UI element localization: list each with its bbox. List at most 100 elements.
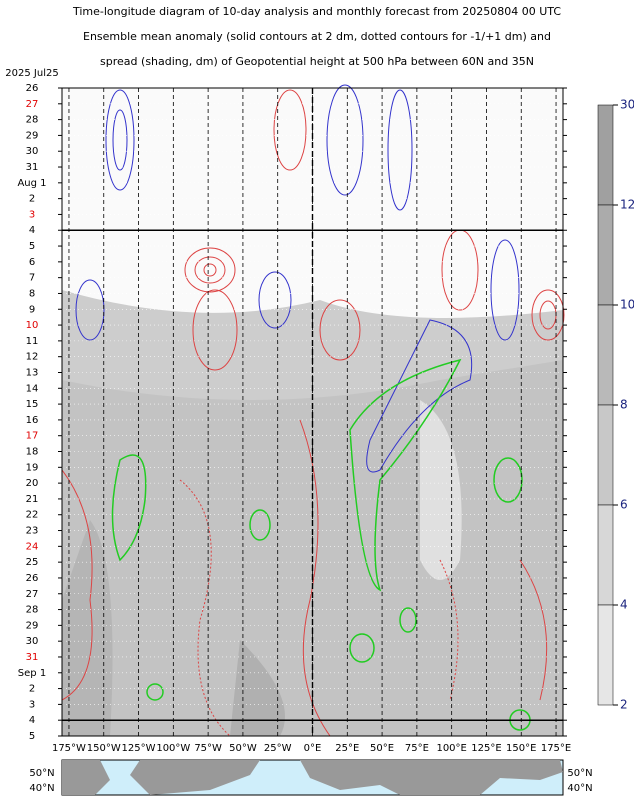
contour bbox=[531, 289, 565, 341]
date-label: 30 bbox=[26, 146, 39, 157]
date-label: 27 bbox=[26, 589, 39, 600]
contour bbox=[203, 263, 217, 277]
date-label: 11 bbox=[26, 336, 39, 347]
date-label: 15 bbox=[26, 399, 39, 410]
contour bbox=[319, 299, 361, 361]
colorbar-segment bbox=[597, 504, 614, 606]
plot-frame bbox=[61, 87, 564, 737]
contour bbox=[519, 559, 548, 701]
colorbar-segment bbox=[597, 404, 614, 506]
x-tick-label: 150°W bbox=[87, 743, 121, 754]
colorbar-segment bbox=[597, 604, 614, 706]
date-label: 27 bbox=[26, 99, 39, 110]
shade bbox=[420, 400, 462, 580]
contour bbox=[399, 607, 417, 633]
x-tick-label: 50°W bbox=[229, 743, 257, 754]
x-tick-label: 150°E bbox=[506, 743, 536, 754]
colorbar-label: 6 bbox=[620, 498, 628, 512]
date-label: 3 bbox=[29, 699, 35, 710]
contour bbox=[490, 239, 520, 341]
x-tick-label: 100°E bbox=[436, 743, 466, 754]
date-label: 18 bbox=[26, 447, 39, 458]
contour bbox=[493, 457, 523, 503]
date-label: 29 bbox=[26, 130, 39, 141]
colorbar-segment bbox=[597, 104, 614, 206]
date-label: 30 bbox=[26, 636, 39, 647]
colorbar-label: 10 bbox=[620, 298, 634, 312]
x-tick-label: 100°W bbox=[156, 743, 190, 754]
contours bbox=[61, 84, 565, 737]
date-label: 23 bbox=[26, 526, 39, 537]
x-tick-label: 25°E bbox=[335, 743, 359, 754]
colorbar-label: 4 bbox=[620, 598, 628, 612]
map bbox=[61, 759, 564, 796]
date-label: 10 bbox=[26, 320, 39, 331]
date-label: 26 bbox=[26, 83, 39, 94]
x-tick-label: 25°W bbox=[264, 743, 292, 754]
contour bbox=[111, 454, 147, 562]
date-label: Sep 1 bbox=[18, 668, 46, 679]
contour bbox=[273, 89, 307, 171]
date-label: 2 bbox=[29, 684, 35, 695]
x-tick-label: 125°W bbox=[122, 743, 156, 754]
contour bbox=[439, 559, 459, 701]
date-label: 5 bbox=[29, 731, 35, 742]
date-label: Aug 1 bbox=[17, 178, 46, 189]
x-tick-label: 175°W bbox=[52, 743, 86, 754]
contour bbox=[105, 89, 135, 191]
map-label: 50°N bbox=[29, 768, 54, 779]
colorbar-label: 12 bbox=[620, 198, 634, 212]
contour bbox=[112, 109, 128, 171]
contour bbox=[249, 509, 271, 541]
map-label: 40°N bbox=[29, 783, 54, 794]
date-label: 16 bbox=[26, 415, 39, 426]
date-label: 3 bbox=[29, 209, 35, 220]
title-line: Time-longitude diagram of 10-day analysi… bbox=[72, 5, 561, 18]
title-line: Ensemble mean anomaly (solid contours at… bbox=[83, 30, 551, 43]
date-label: 25 bbox=[26, 557, 39, 568]
map-land bbox=[62, 760, 563, 795]
contour bbox=[184, 247, 236, 293]
colorbar-label: 8 bbox=[620, 398, 628, 412]
date-label: 9 bbox=[29, 304, 35, 315]
date-label: 28 bbox=[26, 115, 39, 126]
date-label: 7 bbox=[29, 273, 35, 284]
contour bbox=[179, 479, 231, 737]
date-label: 22 bbox=[26, 510, 39, 521]
title-line: spread (shading, dm) of Geopotential hei… bbox=[100, 55, 534, 68]
shade bbox=[62, 520, 113, 736]
contour bbox=[258, 271, 292, 329]
date-label: 19 bbox=[26, 462, 39, 473]
x-tick-label: 175°E bbox=[541, 743, 571, 754]
contour bbox=[192, 289, 238, 371]
date-label: 31 bbox=[26, 652, 39, 663]
date-label: 20 bbox=[26, 478, 39, 489]
date-label: 31 bbox=[26, 162, 39, 173]
date-label: 4 bbox=[29, 225, 35, 236]
date-label: 6 bbox=[29, 257, 35, 268]
contour bbox=[349, 633, 375, 663]
date-label: 12 bbox=[26, 352, 39, 363]
date-label: 24 bbox=[26, 541, 39, 552]
x-tick-label: 0°E bbox=[304, 743, 322, 754]
contour bbox=[366, 319, 473, 473]
date-label: 14 bbox=[26, 383, 39, 394]
date-label: 4 bbox=[29, 715, 35, 726]
contour bbox=[387, 89, 413, 211]
date-label: 17 bbox=[26, 431, 39, 442]
x-tick-label: 75°W bbox=[194, 743, 222, 754]
contour bbox=[146, 683, 164, 701]
date-label: 29 bbox=[26, 620, 39, 631]
date-label: 21 bbox=[26, 494, 39, 505]
colorbar-segment bbox=[597, 304, 614, 406]
colorbar-segment bbox=[597, 204, 614, 306]
date-label: 26 bbox=[26, 573, 39, 584]
date-header: 2025 Jul25 bbox=[5, 68, 58, 79]
map-label: 40°N bbox=[567, 783, 592, 794]
x-tick-label: 50°E bbox=[370, 743, 394, 754]
contour bbox=[326, 84, 364, 196]
contour bbox=[61, 469, 93, 701]
date-label: 5 bbox=[29, 241, 35, 252]
